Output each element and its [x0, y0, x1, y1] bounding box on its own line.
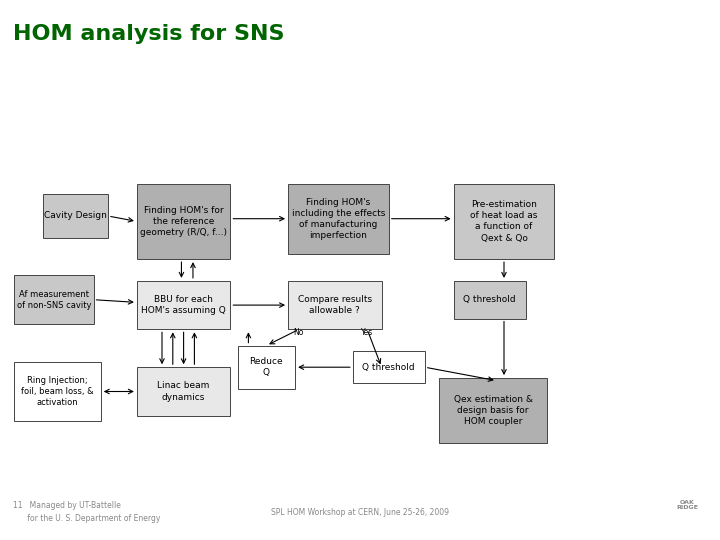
FancyBboxPatch shape — [454, 184, 554, 259]
Text: Q threshold: Q threshold — [362, 363, 415, 372]
FancyBboxPatch shape — [14, 275, 94, 324]
Text: HOM analysis for SNS: HOM analysis for SNS — [13, 24, 284, 44]
Text: BBU for each
HOM's assuming Q: BBU for each HOM's assuming Q — [141, 295, 226, 315]
Text: Finding HOM's for
the reference
geometry (R/Q, f...): Finding HOM's for the reference geometry… — [140, 206, 227, 237]
Text: Compare results
allowable ?: Compare results allowable ? — [298, 295, 372, 315]
FancyBboxPatch shape — [439, 378, 547, 443]
FancyBboxPatch shape — [43, 194, 108, 238]
Text: for the U. S. Department of Energy: for the U. S. Department of Energy — [13, 514, 161, 523]
FancyBboxPatch shape — [353, 351, 425, 383]
Text: 11   Managed by UT-Battelle: 11 Managed by UT-Battelle — [13, 501, 121, 510]
FancyBboxPatch shape — [137, 184, 230, 259]
Text: Pre-estimation
of heat load as
a function of
Qext & Qo: Pre-estimation of heat load as a functio… — [470, 200, 538, 242]
FancyBboxPatch shape — [238, 346, 295, 389]
FancyBboxPatch shape — [14, 362, 101, 421]
Text: Ring Injection;
foil, beam loss, &
activation: Ring Injection; foil, beam loss, & activ… — [22, 376, 94, 407]
Text: Q threshold: Q threshold — [463, 295, 516, 304]
Text: OAK
RIDGE: OAK RIDGE — [677, 500, 698, 510]
Text: Af measurement
of non-SNS cavity: Af measurement of non-SNS cavity — [17, 289, 91, 310]
Text: SPL HOM Workshop at CERN, June 25-26, 2009: SPL HOM Workshop at CERN, June 25-26, 20… — [271, 508, 449, 517]
Text: No: No — [294, 328, 304, 337]
FancyBboxPatch shape — [454, 281, 526, 319]
FancyBboxPatch shape — [288, 184, 389, 254]
FancyBboxPatch shape — [137, 281, 230, 329]
FancyBboxPatch shape — [137, 367, 230, 416]
Text: Yes: Yes — [361, 328, 374, 337]
Text: Reduce
Q: Reduce Q — [250, 357, 283, 377]
Text: Qex estimation &
design basis for
HOM coupler: Qex estimation & design basis for HOM co… — [454, 395, 533, 426]
FancyBboxPatch shape — [288, 281, 382, 329]
Text: Cavity Design: Cavity Design — [44, 212, 107, 220]
Text: Linac beam
dynamics: Linac beam dynamics — [158, 381, 210, 402]
Text: Finding HOM's
including the effects
of manufacturing
imperfection: Finding HOM's including the effects of m… — [292, 198, 385, 240]
